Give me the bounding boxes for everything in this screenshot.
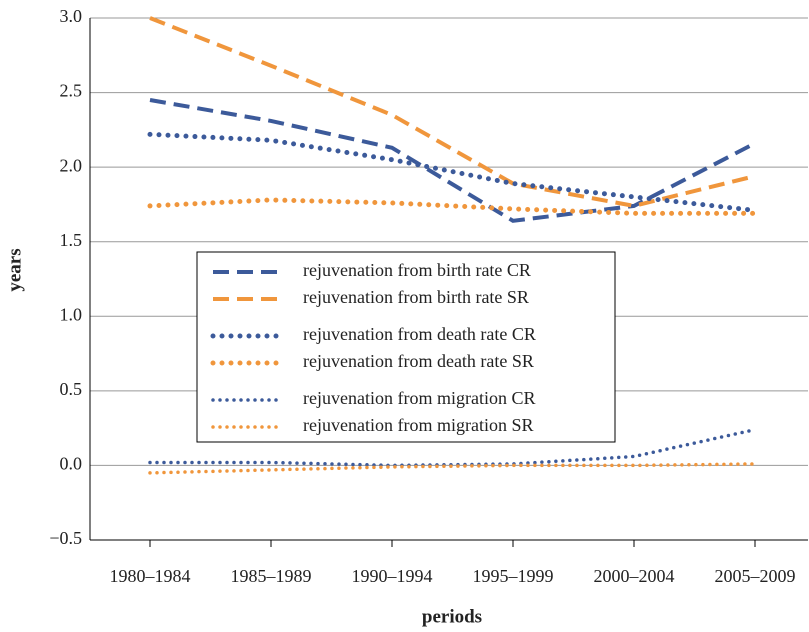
y-tick-label: 2.5: [60, 81, 83, 101]
series-line: [149, 16, 756, 208]
legend-label: rejuvenation from migration CR: [303, 388, 535, 408]
x-axis-title: periods: [422, 606, 482, 627]
legend-label: rejuvenation from death rate SR: [303, 351, 534, 371]
series-line: [149, 98, 756, 223]
x-tick-label: 1985–1989: [231, 566, 312, 586]
y-tick-label: 0.0: [60, 454, 83, 474]
series-line: [147, 131, 758, 213]
x-tick-label: 2005–2009: [715, 566, 796, 586]
legend-label: rejuvenation from death rate CR: [303, 324, 536, 344]
legend-label: rejuvenation from migration SR: [303, 415, 533, 435]
series-line: [148, 462, 757, 475]
series-line: [147, 197, 758, 216]
x-tick-label: 1980–1984: [110, 566, 191, 586]
y-tick-label: 3.0: [60, 6, 83, 26]
y-tick-label: −0.5: [49, 528, 82, 548]
y-tick-label: 1.5: [60, 230, 83, 250]
x-tick-label: 1995–1999: [473, 566, 554, 586]
y-tick-label: 0.5: [60, 379, 83, 399]
y-axis-title: years: [4, 248, 25, 291]
x-tick-label: 1990–1994: [352, 566, 433, 586]
legend-label: rejuvenation from birth rate CR: [303, 260, 531, 280]
legend-label: rejuvenation from birth rate SR: [303, 287, 529, 307]
x-tick-label: 2000–2004: [594, 566, 675, 586]
y-tick-label: 1.0: [60, 304, 83, 324]
legend-box: [196, 251, 616, 443]
y-tick-label: 2.0: [60, 155, 83, 175]
series-line: [148, 427, 757, 468]
